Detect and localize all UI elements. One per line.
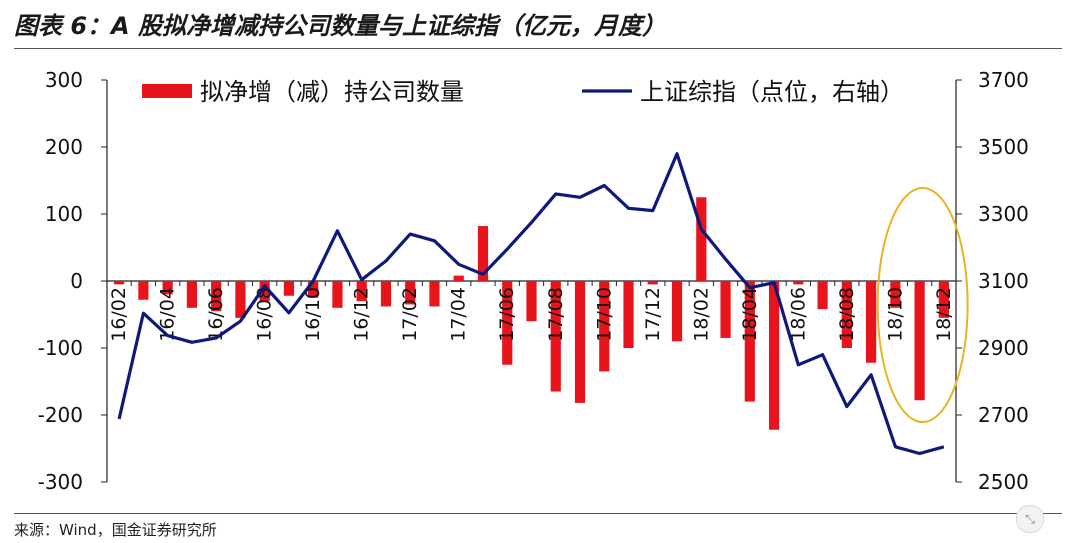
- bar: [793, 281, 804, 285]
- legend: 拟净增（减）持公司数量 上证综指（点位，右轴）: [142, 78, 904, 106]
- left-tick-label: 100: [45, 202, 83, 226]
- x-tick-label: 17/04: [448, 287, 470, 342]
- right-tick-label: 2900: [978, 336, 1029, 360]
- bar: [405, 281, 416, 305]
- legend-label-bar: 拟净增（减）持公司数量: [200, 78, 464, 106]
- bar: [380, 281, 392, 307]
- bar: [866, 281, 877, 363]
- x-tick-label: 16/06: [205, 287, 227, 342]
- x-tick-label: 17/02: [399, 287, 421, 342]
- line-series: [117, 152, 945, 456]
- bar: [914, 281, 925, 401]
- chart-title: 图表 6：A 股拟净增减持公司数量与上证综指（亿元，月度）: [14, 12, 666, 40]
- right-tick-label: 3700: [978, 68, 1029, 92]
- bar-line-chart: 300 200 100 0 -100 -200 -300 3700 3500 3300 3100 29…: [38, 68, 1029, 494]
- x-tick-label: 16/04: [157, 287, 179, 342]
- expand-icon[interactable]: ⤡: [1016, 505, 1044, 533]
- left-tick-label: -100: [38, 336, 83, 360]
- right-tick-label: 2700: [978, 403, 1029, 427]
- x-tick-label: 16/10: [302, 287, 324, 342]
- bar: [162, 281, 173, 295]
- footer-divider: [14, 513, 1062, 514]
- highlight-ellipse: [876, 187, 969, 423]
- source-note: 来源：Wind，国金证券研究所: [14, 521, 217, 539]
- right-tick-label: 3100: [978, 269, 1029, 293]
- bar: [429, 281, 440, 307]
- x-tick-label: 17/06: [496, 287, 518, 342]
- bar: [890, 281, 901, 308]
- bar: [186, 281, 197, 308]
- highlight-ellipse-shape: [876, 187, 969, 423]
- bar: [671, 281, 683, 342]
- x-tick-label: 16/12: [351, 287, 373, 342]
- bar: [938, 281, 949, 318]
- left-tick-label: -300: [38, 470, 83, 494]
- bar: [599, 281, 610, 372]
- bar: [574, 281, 586, 403]
- right-tick-label: 3300: [978, 202, 1029, 226]
- bar: [550, 281, 561, 392]
- right-tick-label: 2500: [978, 470, 1029, 494]
- bar-series: [114, 197, 949, 430]
- x-tick-label: 18/08: [836, 287, 858, 342]
- bar: [817, 281, 828, 310]
- bar: [768, 281, 780, 430]
- left-tick-label: -200: [38, 403, 83, 427]
- bar: [526, 281, 537, 322]
- legend-swatch-bar: [142, 84, 192, 98]
- x-tick-label: 16/02: [108, 287, 130, 342]
- x-axis-labels: 16/02 16/04 16/06 16/08 16/10 16/12 17/02 17/04…: [108, 287, 955, 342]
- chart-axes: 300 200 100 0 -100 -200 -300 3700 3500 3300 3100 29…: [38, 68, 1029, 494]
- right-tick-label: 3500: [978, 135, 1029, 159]
- bar: [453, 275, 464, 281]
- legend-label-line: 上证综指（点位，右轴）: [640, 78, 904, 106]
- bar: [283, 281, 295, 296]
- bar: [114, 281, 125, 285]
- x-tick-label: 18/02: [690, 287, 712, 342]
- bar: [502, 281, 513, 365]
- bar: [308, 281, 319, 298]
- x-tick-label: 16/08: [254, 287, 276, 342]
- left-tick-label: 200: [45, 135, 83, 159]
- bar: [259, 281, 270, 302]
- bar: [696, 197, 707, 281]
- x-tick-label: 17/12: [642, 287, 664, 342]
- bar: [138, 281, 149, 300]
- x-tick-label: 17/08: [545, 287, 567, 342]
- left-tick-label: 0: [70, 269, 83, 293]
- bar: [841, 281, 852, 348]
- x-tick-label: 17/10: [593, 287, 615, 342]
- bar: [720, 281, 731, 338]
- bar: [744, 281, 755, 402]
- x-tick-label: 18/12: [933, 287, 955, 342]
- bar: [477, 226, 489, 281]
- bar: [211, 281, 222, 312]
- bar: [332, 281, 343, 308]
- left-tick-label: 300: [45, 68, 83, 92]
- x-tick-label: 18/10: [884, 287, 906, 342]
- index-line: [117, 152, 945, 456]
- bar: [356, 281, 367, 302]
- title-divider: [14, 48, 1062, 49]
- x-tick-label: 18/06: [787, 287, 809, 342]
- bar: [647, 281, 658, 285]
- bar: [623, 281, 634, 348]
- bar: [235, 281, 246, 318]
- x-tick-label: 18/04: [739, 287, 761, 342]
